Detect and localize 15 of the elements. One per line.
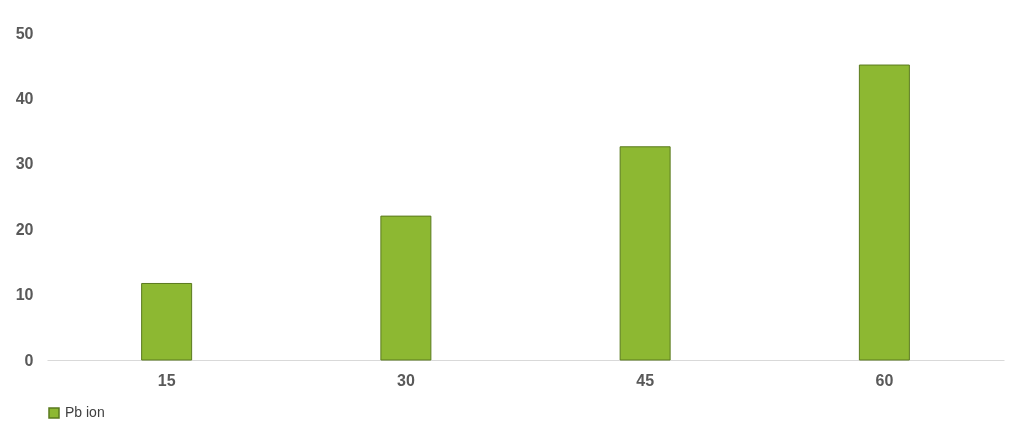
- y-tick-label: 40: [15, 89, 34, 107]
- y-tick-label: 20: [15, 220, 34, 238]
- y-tick-label: 30: [15, 155, 34, 173]
- bar: [619, 146, 671, 361]
- x-tick-label: 45: [636, 371, 655, 389]
- bar: [380, 215, 432, 361]
- y-tick-label: 50: [15, 24, 34, 42]
- y-tick-label: 10: [15, 286, 34, 304]
- x-tick-label: 60: [875, 371, 894, 389]
- bar: [858, 64, 910, 361]
- y-tick-label: 0: [24, 351, 34, 369]
- legend-label: Pb ion: [65, 404, 105, 420]
- x-tick-label: 15: [157, 371, 176, 389]
- bar: [141, 282, 193, 361]
- x-tick-label: 30: [396, 371, 415, 389]
